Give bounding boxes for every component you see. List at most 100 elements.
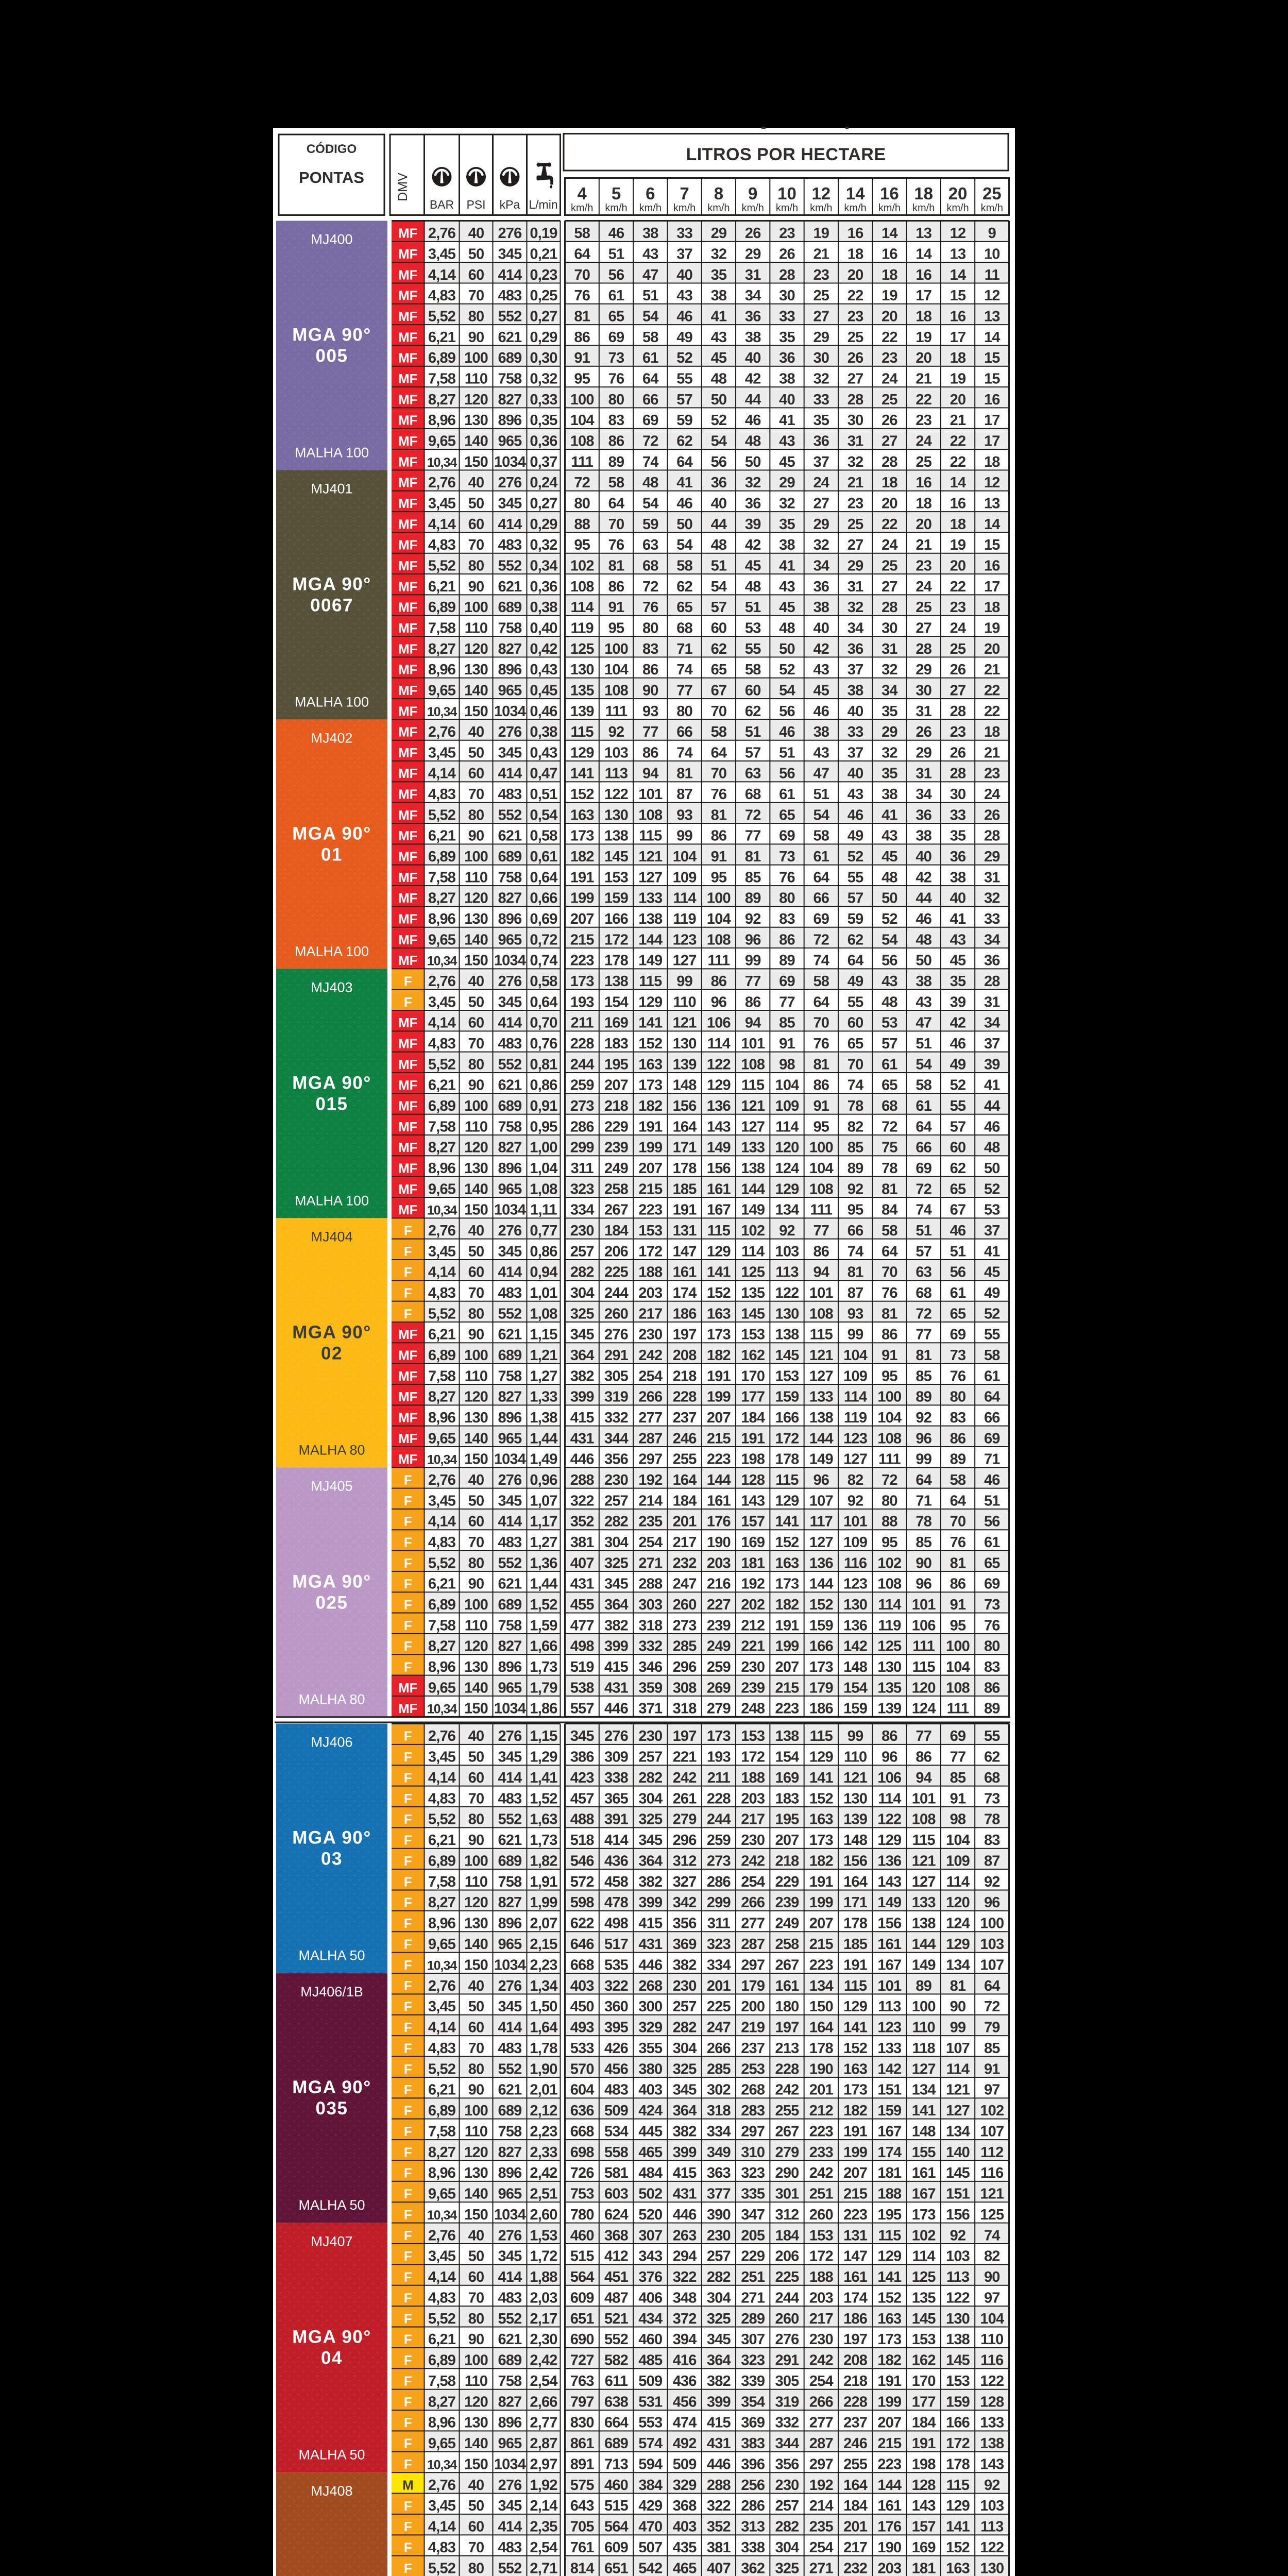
svg-text:182: 182 <box>570 849 594 865</box>
svg-text:0,58: 0,58 <box>530 828 557 844</box>
svg-text:115: 115 <box>810 1327 833 1343</box>
svg-text:457: 457 <box>570 1790 594 1807</box>
svg-text:244: 244 <box>570 1056 595 1073</box>
svg-text:455: 455 <box>570 1597 595 1613</box>
svg-text:85: 85 <box>779 1015 795 1031</box>
svg-text:140: 140 <box>464 1680 488 1696</box>
svg-text:141: 141 <box>775 1514 800 1530</box>
svg-text:MF: MF <box>398 828 418 843</box>
svg-text:34: 34 <box>848 620 863 636</box>
svg-text:52: 52 <box>848 849 863 865</box>
svg-text:60: 60 <box>468 1770 484 1786</box>
svg-text:1,15: 1,15 <box>530 1728 557 1744</box>
svg-text:436: 436 <box>604 1853 629 1870</box>
svg-text:77: 77 <box>950 1749 966 1766</box>
svg-text:100: 100 <box>570 392 594 408</box>
svg-text:27: 27 <box>813 309 829 325</box>
svg-text:689: 689 <box>498 599 522 616</box>
svg-text:104: 104 <box>570 412 595 429</box>
svg-text:230: 230 <box>741 1832 765 1849</box>
svg-text:60: 60 <box>745 682 761 699</box>
svg-text:965: 965 <box>498 931 522 948</box>
svg-text:8: 8 <box>714 184 723 203</box>
svg-text:162: 162 <box>741 1347 765 1364</box>
svg-text:127: 127 <box>843 1451 867 1468</box>
svg-text:621: 621 <box>498 1077 522 1094</box>
svg-text:277: 277 <box>741 1916 765 1932</box>
svg-text:29: 29 <box>882 724 897 740</box>
svg-text:76: 76 <box>882 1285 897 1301</box>
svg-text:29: 29 <box>848 557 863 574</box>
svg-text:102: 102 <box>877 1555 901 1571</box>
svg-text:352: 352 <box>570 1514 594 1530</box>
svg-text:173: 173 <box>912 2207 936 2223</box>
svg-text:359: 359 <box>638 1680 663 1696</box>
svg-text:3,45: 3,45 <box>428 2248 456 2265</box>
svg-text:483: 483 <box>498 1036 522 1052</box>
svg-text:61: 61 <box>813 849 829 865</box>
svg-text:MJ407: MJ407 <box>311 2234 352 2249</box>
svg-text:207: 207 <box>877 2415 901 2431</box>
svg-text:108: 108 <box>877 1576 902 1592</box>
svg-text:MF: MF <box>398 683 418 698</box>
svg-text:352: 352 <box>707 2519 731 2535</box>
svg-text:60: 60 <box>711 620 727 636</box>
svg-text:276: 276 <box>498 2477 522 2494</box>
svg-text:65: 65 <box>984 1555 1000 1571</box>
svg-text:1034: 1034 <box>494 2207 526 2223</box>
svg-text:75: 75 <box>882 1140 897 1156</box>
svg-text:43: 43 <box>950 931 966 948</box>
svg-text:80: 80 <box>676 703 692 720</box>
svg-text:7,58: 7,58 <box>428 2123 456 2140</box>
svg-text:5,52: 5,52 <box>428 2061 455 2077</box>
svg-text:431: 431 <box>604 1680 629 1696</box>
svg-text:F: F <box>404 2269 412 2285</box>
svg-text:161: 161 <box>912 2165 936 2181</box>
svg-text:111: 111 <box>571 454 593 470</box>
svg-text:322: 322 <box>570 1493 594 1509</box>
svg-text:90: 90 <box>468 828 484 844</box>
svg-text:1,08: 1,08 <box>530 1181 557 1197</box>
svg-text:108: 108 <box>570 433 595 450</box>
svg-text:82: 82 <box>848 1472 863 1488</box>
svg-text:1034: 1034 <box>494 1957 526 1973</box>
svg-text:02: 02 <box>321 1343 343 1363</box>
svg-text:32: 32 <box>745 474 761 491</box>
svg-text:114: 114 <box>878 1790 901 1807</box>
svg-text:22: 22 <box>882 516 897 533</box>
svg-text:116: 116 <box>980 2165 1004 2181</box>
svg-text:167: 167 <box>877 1957 901 1973</box>
svg-text:129: 129 <box>809 1749 834 1766</box>
svg-text:313: 313 <box>741 2519 765 2535</box>
svg-text:166: 166 <box>604 911 629 927</box>
svg-text:207: 207 <box>775 1659 799 1675</box>
svg-text:74: 74 <box>676 662 692 678</box>
svg-text:28: 28 <box>950 703 966 720</box>
svg-text:22: 22 <box>984 703 1000 720</box>
svg-text:7,58: 7,58 <box>428 371 456 387</box>
svg-text:276: 276 <box>498 2227 522 2244</box>
svg-text:22: 22 <box>882 329 897 346</box>
svg-text:414: 414 <box>498 1015 522 1031</box>
svg-text:110: 110 <box>465 2123 487 2140</box>
svg-text:2,97: 2,97 <box>530 2456 557 2473</box>
svg-text:025: 025 <box>316 1592 348 1613</box>
svg-text:254: 254 <box>638 1534 663 1551</box>
svg-text:3,45: 3,45 <box>428 1493 456 1509</box>
svg-text:356: 356 <box>673 1916 697 1932</box>
svg-text:54: 54 <box>813 807 829 823</box>
svg-text:225: 225 <box>604 1264 629 1281</box>
svg-text:26: 26 <box>950 744 966 761</box>
svg-text:191: 191 <box>775 1617 800 1634</box>
svg-text:21: 21 <box>916 537 931 553</box>
svg-text:MF: MF <box>398 932 418 947</box>
svg-text:381: 381 <box>570 1534 595 1551</box>
svg-text:30: 30 <box>950 786 966 803</box>
svg-text:5,52: 5,52 <box>428 2311 455 2327</box>
svg-text:325: 325 <box>604 1555 629 1571</box>
svg-text:621: 621 <box>498 2331 522 2348</box>
svg-text:2,76: 2,76 <box>428 2477 456 2494</box>
svg-text:382: 382 <box>673 2123 697 2140</box>
svg-text:206: 206 <box>775 2248 800 2265</box>
svg-text:403: 403 <box>638 2082 663 2098</box>
